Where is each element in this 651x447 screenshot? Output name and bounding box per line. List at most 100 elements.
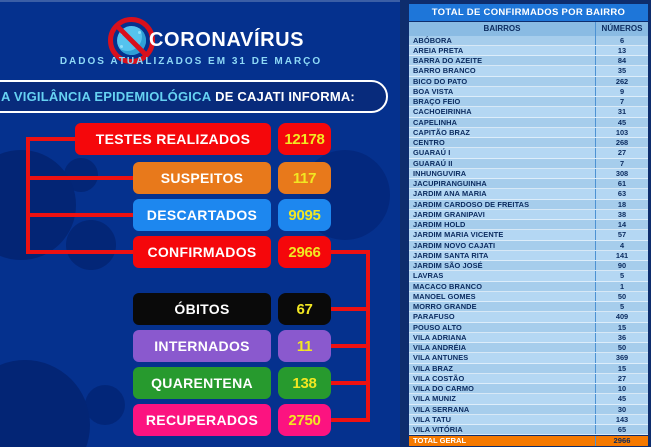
- page-title: CORONAVÍRUS: [149, 29, 305, 51]
- bairro-count: 4: [595, 240, 648, 250]
- bairro-name: JACUPIRANGUINHA: [413, 179, 487, 189]
- bairro-count: 36: [595, 332, 648, 342]
- stat-value: 9095: [288, 206, 321, 224]
- table-row: BARRO BRANCO 35: [409, 66, 648, 77]
- table-row: BRAÇO FEIO 7: [409, 97, 648, 108]
- announcement-highlight: A VIGILÂNCIA EPIDEMIOLÓGICA: [1, 89, 212, 104]
- announcement-pill: A VIGILÂNCIA EPIDEMIOLÓGICA DE CAJATI IN…: [0, 80, 388, 113]
- bairro-name: BARRA DO AZEITE: [413, 56, 483, 66]
- announcement-rest: DE CAJATI INFORMA:: [211, 89, 355, 104]
- bairro-count: 15: [595, 363, 648, 373]
- table-row: JARDIM SÃO JOSÉ 90: [409, 261, 648, 272]
- bairro-count: 14: [595, 220, 648, 230]
- table-row: CACHOEIRINHA 31: [409, 107, 648, 118]
- stat-label: DESCARTADOS: [146, 207, 258, 223]
- table-row: GUARAÚ I 27: [409, 148, 648, 159]
- stat-value-confirmados: 2966: [278, 236, 331, 268]
- stat-value: 117: [292, 169, 317, 187]
- table-row: VILA TATU 143: [409, 414, 648, 425]
- bairro-table-panel: TOTAL DE CONFIRMADOS POR BAIRRO BAIRROS …: [400, 0, 651, 447]
- stat-bar-quarentena: QUARENTENA: [133, 367, 271, 399]
- no-coronavirus-icon: [108, 17, 155, 64]
- bairro-name: BICO DO PATO: [413, 76, 468, 86]
- bairro-name: BRAÇO FEIO: [413, 97, 461, 107]
- bairro-name: VILA SERRANA: [413, 404, 470, 414]
- updated-date-line: DADOS ATUALIZADOS EM 31 DE MARÇO: [59, 56, 323, 67]
- bairro-count: 262: [595, 76, 648, 86]
- bairro-count: 143: [595, 414, 648, 424]
- table-row: LAVRAS 5: [409, 271, 648, 282]
- bairro-count: 50: [595, 343, 648, 353]
- table-row: MORRO GRANDE 5: [409, 302, 648, 313]
- bairro-name: CAPELINHA: [413, 117, 458, 127]
- bairro-count: 7: [595, 158, 648, 168]
- bairro-name: GUARAÚ II: [413, 158, 453, 168]
- bulletin-left-panel: CORONAVÍRUS DADOS ATUALIZADOS EM 31 DE M…: [0, 0, 400, 447]
- stat-bar-obitos: ÓBITOS: [133, 293, 271, 325]
- bairro-count: 50: [595, 291, 648, 301]
- stat-label: QUARENTENA: [151, 375, 253, 391]
- stat-value: 138: [292, 374, 317, 392]
- bairro-count: 5: [595, 271, 648, 281]
- table-row: CAPELINHA 45: [409, 117, 648, 128]
- bairro-name: VILA COSTÃO: [413, 373, 465, 383]
- table-row: JARDIM CARDOSO DE FREITAS 18: [409, 199, 648, 210]
- connector-left-vertical: [26, 137, 30, 254]
- stat-value-quarentena: 138: [278, 367, 331, 399]
- table-row: MACACO BRANCO 1: [409, 281, 648, 292]
- bairro-count: 5: [595, 302, 648, 312]
- table-row: MANOEL GOMES 50: [409, 291, 648, 302]
- bairro-name: JARDIM GRANIPAVI: [413, 209, 485, 219]
- bairro-count: 35: [595, 66, 648, 76]
- stat-label: INTERNADOS: [154, 338, 250, 354]
- connector-stub-obitos: [330, 307, 368, 311]
- bairro-count: 30: [595, 404, 648, 414]
- table-row: BOA VISTA 9: [409, 86, 648, 97]
- bairro-name: CENTRO: [413, 138, 445, 148]
- bairro-name: AREIA PRETA: [413, 45, 464, 55]
- bairro-count: 18: [595, 199, 648, 209]
- stat-value: 67: [296, 300, 313, 318]
- stat-value-recuperados: 2750: [278, 404, 331, 436]
- bairro-count: 308: [595, 168, 648, 178]
- connector-stub-recuperados: [330, 418, 368, 422]
- bairro-name: PARAFUSO: [413, 312, 455, 322]
- connector-stub-suspeitos: [26, 176, 134, 180]
- bairro-count: 1: [595, 281, 648, 291]
- bairro-name: VILA ANDRÉIA: [413, 343, 467, 353]
- connector-right-vertical: [366, 250, 370, 422]
- table-row: CENTRO 268: [409, 138, 648, 149]
- total-value: 2966: [595, 435, 648, 446]
- column-header-numeros: NÚMEROS: [595, 22, 648, 36]
- table-row: VILA BRAZ 15: [409, 363, 648, 374]
- stat-bar-recuperados: RECUPERADOS: [133, 404, 271, 436]
- bairro-count: 369: [595, 353, 648, 363]
- bairro-name: JARDIM CARDOSO DE FREITAS: [413, 199, 530, 209]
- bairro-name: MACACO BRANCO: [413, 281, 483, 291]
- bairro-name: VILA MUNIZ: [413, 394, 457, 404]
- stat-value: 11: [296, 337, 313, 355]
- connector-stub-quarentena: [330, 381, 368, 385]
- bairro-count: 15: [595, 322, 648, 332]
- table-row: JARDIM HOLD 14: [409, 220, 648, 231]
- bairro-count: 31: [595, 107, 648, 117]
- stat-value-testes-realizados: 12178: [278, 123, 331, 155]
- table-header-row: BAIRROS NÚMEROS: [409, 22, 648, 36]
- table-row: VILA ANDRÉIA 50: [409, 343, 648, 354]
- bairro-count: 27: [595, 373, 648, 383]
- bairro-name: MANOEL GOMES: [413, 291, 476, 301]
- stat-bar-internados: INTERNADOS: [133, 330, 271, 362]
- stat-bar-descartados: DESCARTADOS: [133, 199, 271, 231]
- bairro-count: 9: [595, 86, 648, 96]
- table-row: VILA ANTUNES 369: [409, 353, 648, 364]
- bairro-name: VILA TATU: [413, 414, 452, 424]
- bairro-name: BARRO BRANCO: [413, 66, 476, 76]
- bairro-name: JARDIM MARIA VICENTE: [413, 230, 504, 240]
- top-highlight-line: [0, 0, 400, 2]
- table-row: INHUNGUVIRA 308: [409, 168, 648, 179]
- table-row: BARRA DO AZEITE 84: [409, 56, 648, 67]
- bairro-name: JARDIM HOLD: [413, 220, 466, 230]
- bairro-count: 409: [595, 312, 648, 322]
- stat-value-descartados: 9095: [278, 199, 331, 231]
- stat-label: TESTES REALIZADOS: [95, 131, 251, 147]
